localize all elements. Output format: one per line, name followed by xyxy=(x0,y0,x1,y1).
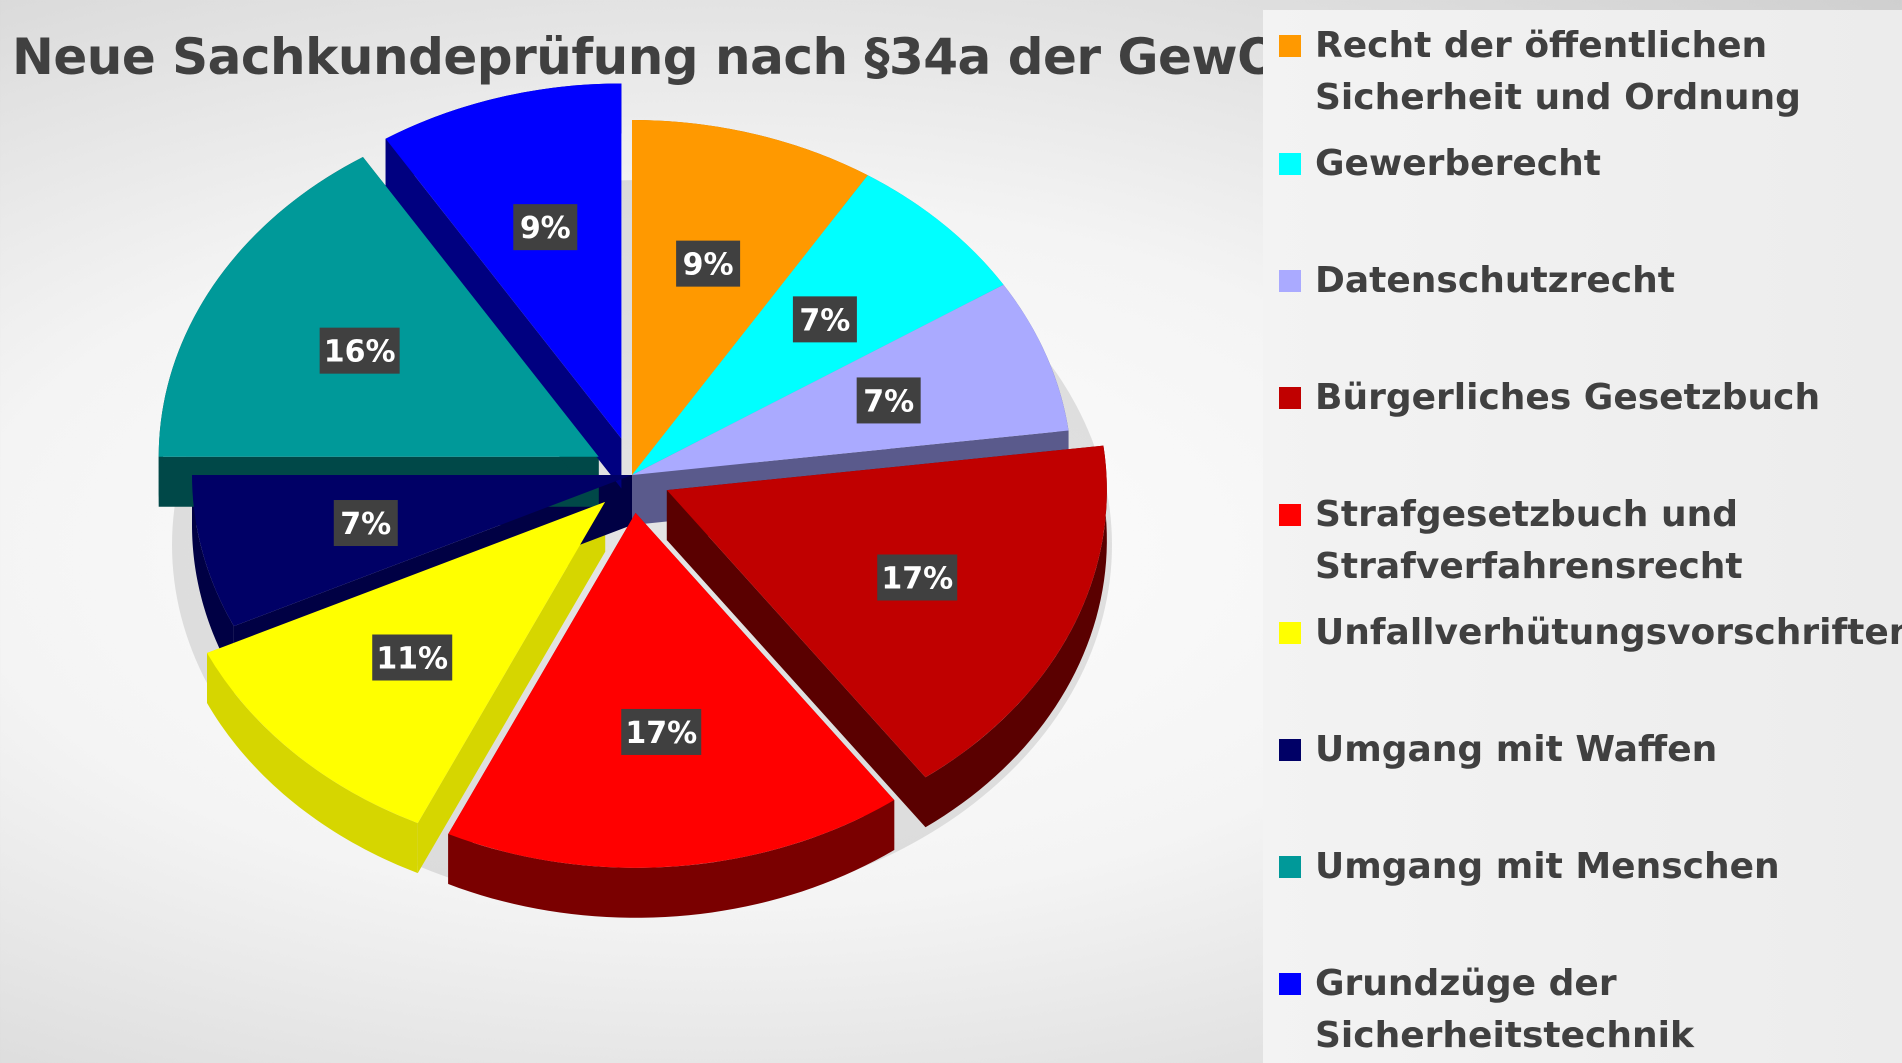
data-label-4: 17% xyxy=(881,562,953,597)
legend-label: Bürgerliches Gesetzbuch xyxy=(1315,377,1821,418)
legend-swatch xyxy=(1279,153,1301,175)
pie-slice-7 xyxy=(192,475,632,627)
legend-label: Umgang mit Waffen xyxy=(1315,729,1718,770)
legend-item-buergerliches-gesetzbuch: Bürgerliches Gesetzbuch xyxy=(1279,372,1895,424)
data-label-6: 11% xyxy=(376,642,448,677)
data-label-box xyxy=(513,204,578,251)
pie-slice-outer-wall xyxy=(925,445,1107,828)
legend-swatch xyxy=(1279,504,1301,526)
legend-item-umgang-mit-menschen: Umgang mit Menschen xyxy=(1279,841,1895,893)
legend-swatch xyxy=(1279,856,1301,878)
data-label-3: 7% xyxy=(863,384,914,419)
legend-swatch xyxy=(1279,973,1301,995)
legend-item-umgang-mit-waffen: Umgang mit Waffen xyxy=(1279,724,1895,776)
pie-chart: 9% 7% 7% 17% 17% 11% 7% 16% 9% xyxy=(158,83,1112,918)
pie-slice-8 xyxy=(158,156,599,457)
data-label-9: 9% xyxy=(520,211,571,246)
data-label-7: 7% xyxy=(340,507,391,542)
legend-label: Strafgesetzbuch und Strafverfahrensrecht xyxy=(1315,494,1743,587)
data-label-box xyxy=(319,327,400,374)
data-label-box xyxy=(621,708,702,755)
legend-swatch xyxy=(1279,622,1301,644)
legend-swatch xyxy=(1279,387,1301,409)
legend-item-oeffentliche-sicherheit: Recht der öffentlichen Sicherheit und Or… xyxy=(1279,20,1895,124)
legend-item-datenschutzrecht: Datenschutzrecht xyxy=(1279,255,1895,307)
pie-slice-wall xyxy=(666,490,926,828)
data-label-5: 17% xyxy=(625,716,697,751)
pie-slice-9 xyxy=(385,83,622,439)
pie-slice-3 xyxy=(632,284,1069,475)
legend: Recht der öffentlichen Sicherheit und Or… xyxy=(1263,10,1902,1063)
pie-slice-5 xyxy=(448,512,895,868)
pie-slice-outer-wall xyxy=(207,653,418,874)
legend-label: Datenschutzrecht xyxy=(1315,260,1675,301)
legend-label: Grundzüge der Sicherheitstechnik xyxy=(1315,963,1694,1056)
pie-slice-1 xyxy=(632,120,868,475)
data-label-box xyxy=(676,240,741,287)
pie-slice-wall xyxy=(385,138,622,489)
legend-swatch xyxy=(1279,270,1301,292)
legend-label: Gewerberecht xyxy=(1315,143,1601,184)
legend-label: Unfallverhütungsvorschriften xyxy=(1315,612,1902,653)
legend-item-strafgesetzbuch: Strafgesetzbuch und Strafverfahrensrecht xyxy=(1279,489,1895,593)
pie-slice-wall xyxy=(417,501,606,874)
chart-title: Neue Sachkundeprüfung nach §34a der GewO xyxy=(12,28,1280,86)
legend-label: Umgang mit Menschen xyxy=(1315,846,1780,887)
pie-label-layer: 9% 7% 7% 17% 17% 11% 7% 16% 9% xyxy=(319,204,958,755)
data-label-1: 9% xyxy=(683,248,734,283)
legend-item-unfallverhuetung: Unfallverhütungsvorschriften xyxy=(1279,607,1902,659)
legend-item-gewerberecht: Gewerberecht xyxy=(1279,138,1895,190)
legend-swatch xyxy=(1279,739,1301,761)
legend-item-sicherheitstechnik: Grundzüge der Sicherheitstechnik xyxy=(1279,958,1895,1062)
pie-slice-outer-wall xyxy=(448,800,895,918)
legend-swatch xyxy=(1279,35,1301,57)
data-label-8: 16% xyxy=(324,335,396,370)
pie-slice-4 xyxy=(666,445,1107,778)
data-label-box xyxy=(877,554,958,601)
data-label-2: 7% xyxy=(799,303,850,338)
legend-label: Recht der öffentlichen Sicherheit und Or… xyxy=(1315,25,1801,118)
data-label-box xyxy=(333,500,398,547)
data-label-box xyxy=(792,296,857,343)
data-label-box xyxy=(856,377,921,424)
pie-slice-outer-wall xyxy=(192,475,234,677)
data-label-box xyxy=(372,634,453,681)
